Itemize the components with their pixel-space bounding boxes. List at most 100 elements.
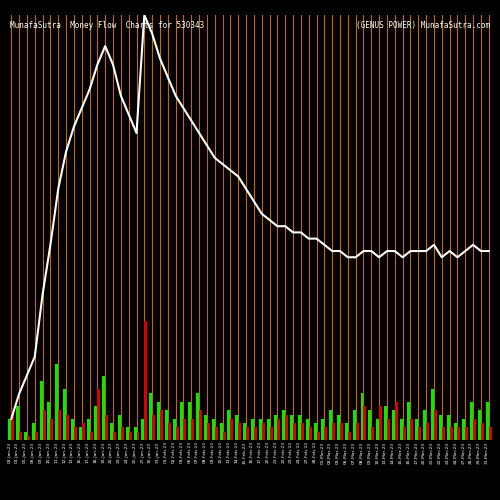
Bar [470,402,473,440]
Bar [180,402,184,440]
Bar [408,402,410,440]
Bar [34,432,37,440]
Bar [314,423,316,440]
Bar [142,419,144,440]
Bar [136,432,140,440]
Bar [82,423,84,440]
Bar [379,406,382,440]
Bar [128,432,132,440]
Bar [418,427,422,440]
Bar [228,410,230,440]
Bar [306,419,308,440]
Bar [199,410,202,440]
Bar [488,427,492,440]
Bar [215,427,218,440]
Bar [243,423,246,440]
Bar [238,423,241,440]
Bar [439,414,442,440]
Bar [105,414,108,440]
Bar [165,410,168,440]
Bar [86,419,90,440]
Bar [102,376,105,440]
Bar [400,419,402,440]
Bar [384,406,387,440]
Bar [395,402,398,440]
Bar [220,423,222,440]
Bar [442,427,444,440]
Bar [160,410,163,440]
Bar [204,414,207,440]
Bar [98,389,100,440]
Bar [172,419,176,440]
Bar [230,419,234,440]
Bar [48,402,50,440]
Bar [24,432,27,440]
Bar [392,410,395,440]
Bar [118,414,121,440]
Bar [293,423,296,440]
Bar [66,414,69,440]
Bar [368,410,372,440]
Bar [254,427,257,440]
Bar [42,410,45,440]
Text: MunafaSutra  Money Flow  Charts for 530343: MunafaSutra Money Flow Charts for 530343 [10,22,204,30]
Bar [402,427,406,440]
Bar [8,419,12,440]
Bar [144,321,148,440]
Bar [481,423,484,440]
Bar [416,419,418,440]
Bar [337,414,340,440]
Bar [345,423,348,440]
Bar [376,419,379,440]
Bar [251,419,254,440]
Bar [473,419,476,440]
Bar [192,419,194,440]
Bar [450,427,452,440]
Bar [134,427,136,440]
Bar [110,423,113,440]
Bar [458,427,460,440]
Bar [454,423,458,440]
Bar [58,410,61,440]
Bar [478,410,481,440]
Bar [356,423,358,440]
Bar [94,406,98,440]
Bar [423,410,426,440]
Bar [63,389,66,440]
Bar [360,393,364,440]
Bar [12,410,14,440]
Bar [184,419,186,440]
Bar [212,419,215,440]
Bar [364,406,366,440]
Bar [126,427,128,440]
Bar [71,419,74,440]
Bar [152,414,155,440]
Bar [446,414,450,440]
Bar [372,427,374,440]
Bar [266,419,270,440]
Bar [348,432,351,440]
Bar [27,436,30,440]
Bar [324,427,328,440]
Bar [332,423,335,440]
Bar [207,423,210,440]
Bar [298,414,301,440]
Bar [282,410,285,440]
Bar [434,410,437,440]
Bar [316,432,320,440]
Bar [157,402,160,440]
Bar [278,419,280,440]
Bar [387,419,390,440]
Bar [270,427,272,440]
Bar [149,393,152,440]
Bar [19,432,22,440]
Bar [486,402,488,440]
Bar [74,427,77,440]
Bar [340,423,343,440]
Bar [188,402,192,440]
Bar [274,414,278,440]
Bar [40,380,42,440]
Text: (GENUS POWER) MunafaSutra.com: (GENUS POWER) MunafaSutra.com [356,22,490,30]
Bar [16,406,19,440]
Bar [466,427,468,440]
